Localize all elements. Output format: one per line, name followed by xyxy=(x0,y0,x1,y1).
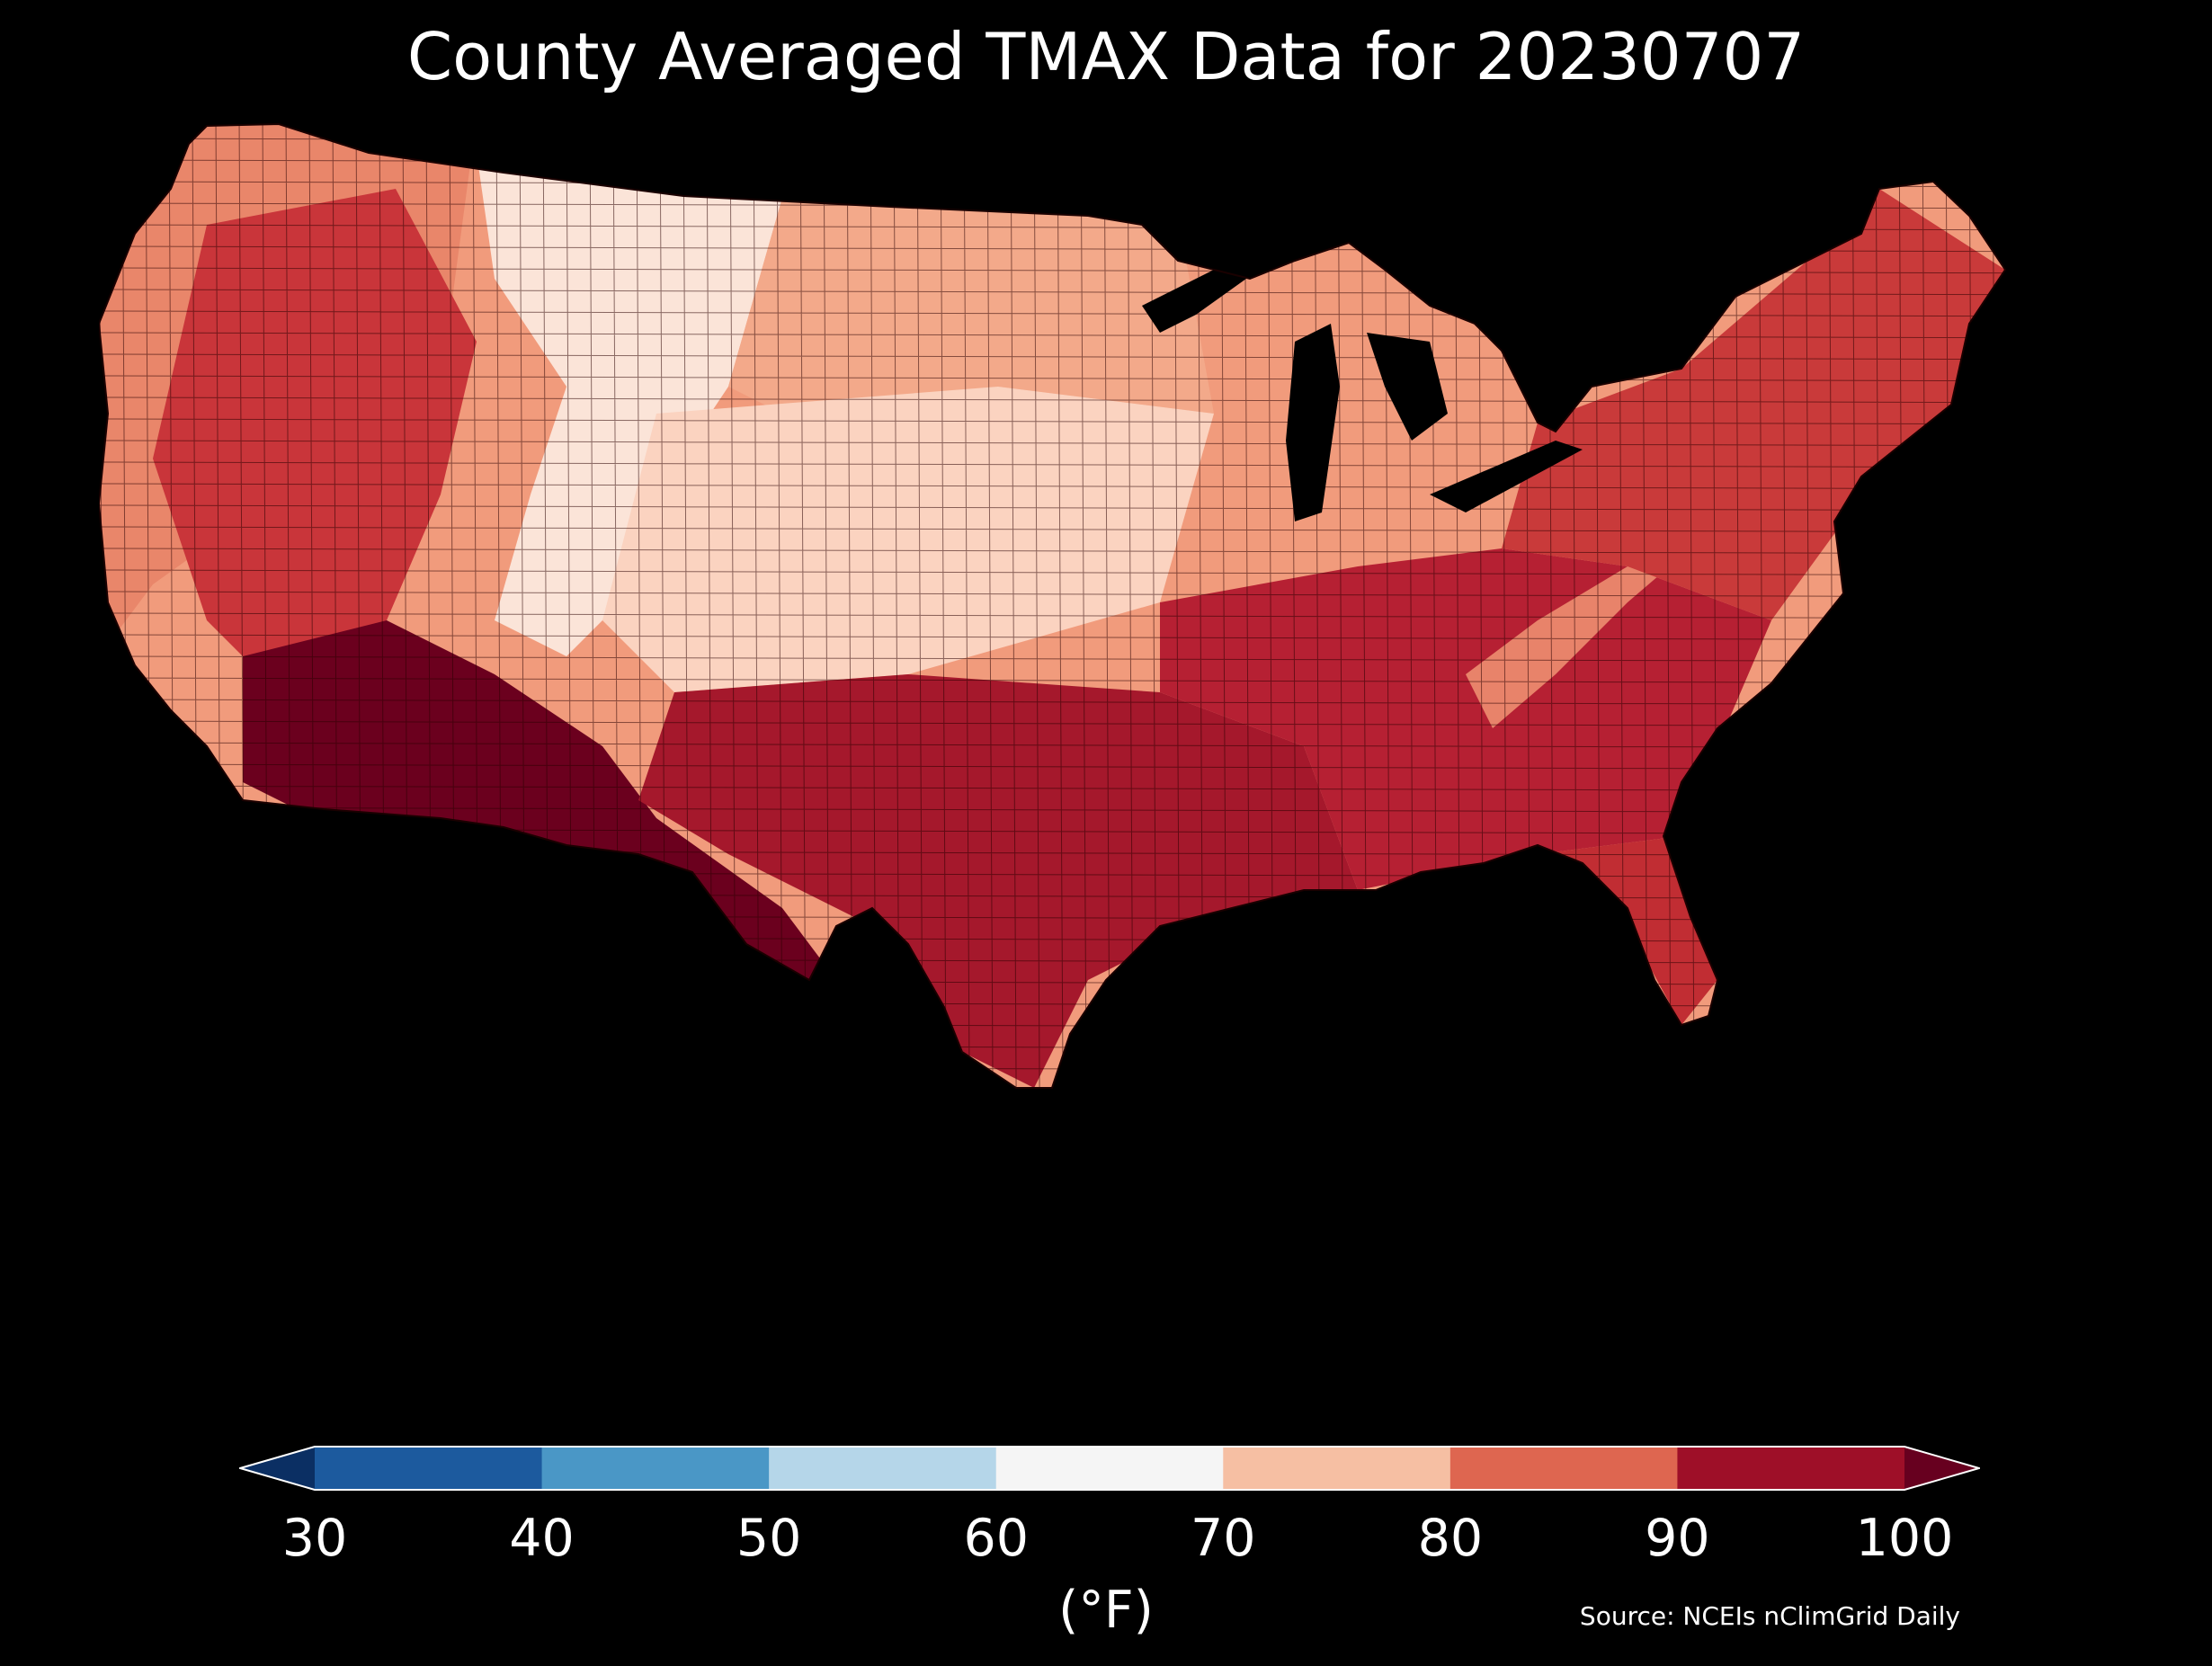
appalachia-region xyxy=(1466,530,1690,728)
tick-label-70: 70 xyxy=(1191,1509,1256,1568)
colorbar-bin-50-60 xyxy=(769,1446,997,1491)
map-svg xyxy=(99,122,2007,1089)
colorbar-units: (°F) xyxy=(0,1579,2212,1642)
colorbar-bin-70-80 xyxy=(1223,1446,1451,1491)
tick-label-80: 80 xyxy=(1417,1509,1484,1568)
lake-michigan xyxy=(1286,324,1340,521)
great-lakes xyxy=(1142,261,1583,521)
tick-label-100: 100 xyxy=(1855,1509,1954,1568)
colorbar-bin-30-40 xyxy=(315,1446,543,1491)
colorbar-bin-60-70 xyxy=(995,1446,1224,1491)
lake-huron xyxy=(1367,333,1448,441)
tick-label-30: 30 xyxy=(281,1509,348,1568)
tick-label-90: 90 xyxy=(1645,1509,1710,1568)
map-title: County Averaged TMAX Data for 20230707 xyxy=(406,19,1806,94)
lake-superior xyxy=(1142,261,1259,333)
colorbar-over-arrow xyxy=(1904,1446,1980,1491)
county-regions xyxy=(99,124,2005,1088)
southeast-region xyxy=(1160,548,1771,890)
colorbar-svg xyxy=(239,1446,1980,1491)
us-outline xyxy=(99,122,2007,1089)
usa-county-map xyxy=(99,117,2113,1394)
colorbar-ticks: 30 40 50 60 70 80 90 100 xyxy=(0,1507,2212,1570)
colorbar-bin-90-100 xyxy=(1677,1446,1905,1491)
tick-label-60: 60 xyxy=(963,1509,1029,1568)
northern-plains-region xyxy=(728,198,1214,414)
great-basin-region xyxy=(153,189,477,692)
rockies-region xyxy=(477,153,782,656)
colorbar xyxy=(239,1446,1980,1491)
colorbar-bin-40-50 xyxy=(541,1446,770,1491)
colorbar-outline xyxy=(239,1446,1980,1491)
tick-label-40: 40 xyxy=(509,1509,575,1568)
colorbar-bin-80-90 xyxy=(1449,1446,1678,1491)
florida-region xyxy=(1538,836,1717,1025)
units-label: (°F) xyxy=(1058,1581,1154,1640)
source-credit: Source: NCEIs nClimGrid Daily xyxy=(1579,1601,1960,1631)
northeast-region xyxy=(1502,189,2005,620)
tick-label-50: 50 xyxy=(736,1509,802,1568)
lake-erie xyxy=(1430,441,1583,512)
colorbar-under-arrow xyxy=(239,1446,315,1491)
